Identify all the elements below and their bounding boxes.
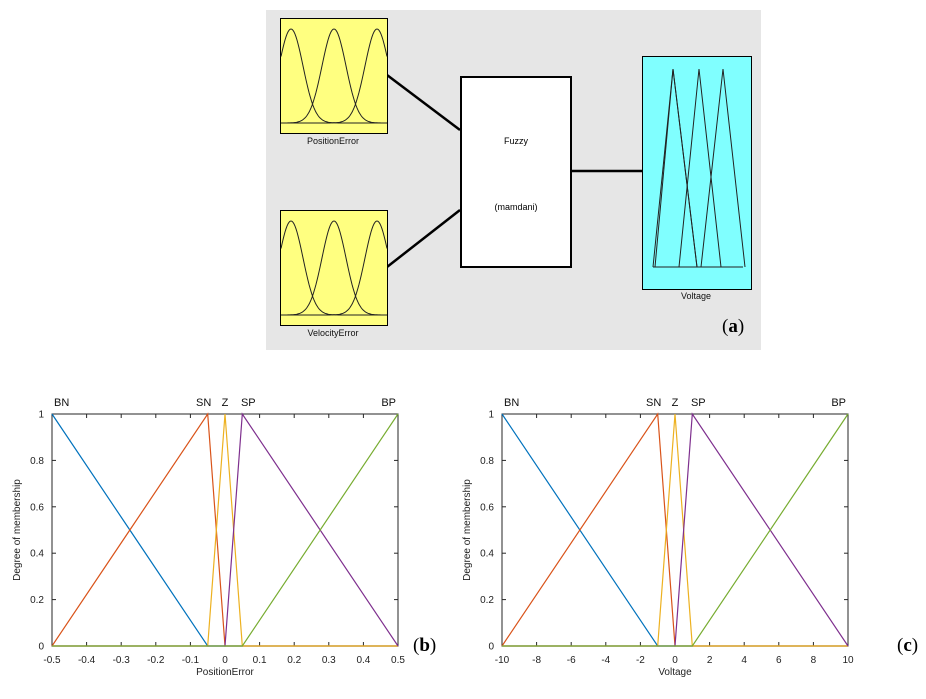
mf-triangle bbox=[654, 68, 698, 268]
mf-label-bn: BN bbox=[54, 397, 69, 409]
mf-label-sn: SN bbox=[196, 397, 211, 409]
x-tick-label: -0.3 bbox=[113, 655, 131, 666]
input-mf-icon bbox=[280, 28, 388, 124]
y-tick-label: 0.2 bbox=[30, 595, 44, 606]
x-tick-label: -0.4 bbox=[78, 655, 96, 666]
mf-label-bp: BP bbox=[831, 397, 846, 409]
y-axis-label: Degree of membership bbox=[12, 479, 23, 581]
x-tick-label: 0.5 bbox=[391, 655, 405, 666]
mf-label-sp: SP bbox=[691, 397, 706, 409]
y-axis-label: Degree of membership bbox=[462, 479, 473, 581]
mf-triangle bbox=[652, 68, 698, 268]
mf-triangle bbox=[678, 68, 722, 268]
plot-area bbox=[51, 413, 399, 647]
x-tick-label: 0.4 bbox=[356, 655, 370, 666]
connector-line bbox=[386, 209, 461, 268]
output-label-voltage: Voltage bbox=[680, 291, 712, 301]
fuzzy-system-box: Fuzzy (mamdani) bbox=[460, 76, 572, 268]
y-tick-label: 0 bbox=[488, 642, 494, 653]
fis-diagram: PositionError VelocityError Fuzzy (mamda… bbox=[266, 10, 761, 350]
x-tick-label: -10 bbox=[495, 655, 510, 666]
y-tick-label: 0.6 bbox=[480, 502, 494, 513]
system-type: (mamdani) bbox=[494, 202, 538, 212]
x-tick-label: 8 bbox=[811, 655, 817, 666]
y-tick-label: 0.4 bbox=[30, 549, 44, 560]
system-name: Fuzzy bbox=[503, 136, 528, 146]
x-tick-label: -8 bbox=[532, 655, 541, 666]
y-tick-label: 1 bbox=[488, 410, 494, 421]
chart-voltage: -10 -8 -6 -4 -2 0 2 4 6 8 10 0 0.2 0.4 0.6 0.8 1 BN SN Z SP B… bbox=[462, 397, 854, 678]
input-box-position-error bbox=[280, 18, 388, 134]
mf-curve bbox=[281, 28, 388, 124]
x-tick-label: -0.5 bbox=[43, 655, 61, 666]
x-tick-label: -6 bbox=[567, 655, 576, 666]
x-tick-label: 0 bbox=[222, 655, 228, 666]
mf-curve bbox=[281, 220, 388, 316]
connection-lines bbox=[386, 74, 642, 268]
x-tick-label: 0 bbox=[672, 655, 678, 666]
y-tick-label: 0 bbox=[38, 642, 44, 653]
mf-label-z: Z bbox=[222, 397, 229, 409]
panel-label-c: (c) bbox=[897, 635, 919, 656]
plot-area bbox=[501, 413, 849, 647]
x-tick-label: 0.2 bbox=[287, 655, 301, 666]
output-box-voltage bbox=[642, 56, 752, 290]
panel-label-a: (a) bbox=[722, 316, 745, 337]
y-tick-label: 0.8 bbox=[30, 456, 44, 467]
x-tick-label: 0.1 bbox=[253, 655, 267, 666]
mf-label-bn: BN bbox=[504, 397, 519, 409]
panel-label-b: (b) bbox=[413, 635, 437, 656]
mf-curve bbox=[281, 28, 387, 124]
input-mf-icon bbox=[280, 220, 388, 316]
mf-label-sp: SP bbox=[241, 397, 256, 409]
y-tick-label: 0.2 bbox=[480, 595, 494, 606]
x-axis-label: Voltage bbox=[658, 667, 692, 678]
y-tick-label: 0.4 bbox=[480, 549, 494, 560]
y-tick-label: 1 bbox=[38, 410, 44, 421]
x-tick-label: 6 bbox=[776, 655, 782, 666]
x-tick-label: -2 bbox=[636, 655, 645, 666]
mf-curve bbox=[280, 28, 387, 124]
chart-position-error: -0.5 -0.4 -0.3 -0.2 -0.1 0 0.1 0.2 0.3 0.4 0.5 0 0.2… bbox=[12, 397, 405, 678]
input-label-velocity-error: VelocityError bbox=[307, 328, 359, 338]
y-tick-label: 0.8 bbox=[480, 456, 494, 467]
connector-line bbox=[386, 74, 461, 131]
mf-curve bbox=[280, 220, 387, 316]
x-tick-label: -0.1 bbox=[182, 655, 200, 666]
x-tick-label: -0.2 bbox=[147, 655, 165, 666]
x-axis-label: PositionError bbox=[196, 667, 254, 678]
x-tick-label: 2 bbox=[707, 655, 713, 666]
x-tick-label: 4 bbox=[741, 655, 747, 666]
x-tick-label: -4 bbox=[601, 655, 610, 666]
input-label-position-error: PositionError bbox=[306, 136, 360, 146]
mf-label-z: Z bbox=[672, 397, 679, 409]
x-tick-label: 10 bbox=[842, 655, 854, 666]
mf-label-sn: SN bbox=[646, 397, 661, 409]
mf-triangle bbox=[700, 68, 746, 268]
x-tick-label: 0.3 bbox=[322, 655, 336, 666]
y-tick-label: 0.6 bbox=[30, 502, 44, 513]
mf-curve bbox=[281, 220, 387, 316]
output-mf-icon bbox=[652, 68, 746, 268]
series-line-bp bbox=[52, 413, 399, 647]
series-line-bp bbox=[502, 413, 849, 647]
mf-label-bp: BP bbox=[381, 397, 396, 409]
input-box-velocity-error bbox=[280, 210, 388, 326]
